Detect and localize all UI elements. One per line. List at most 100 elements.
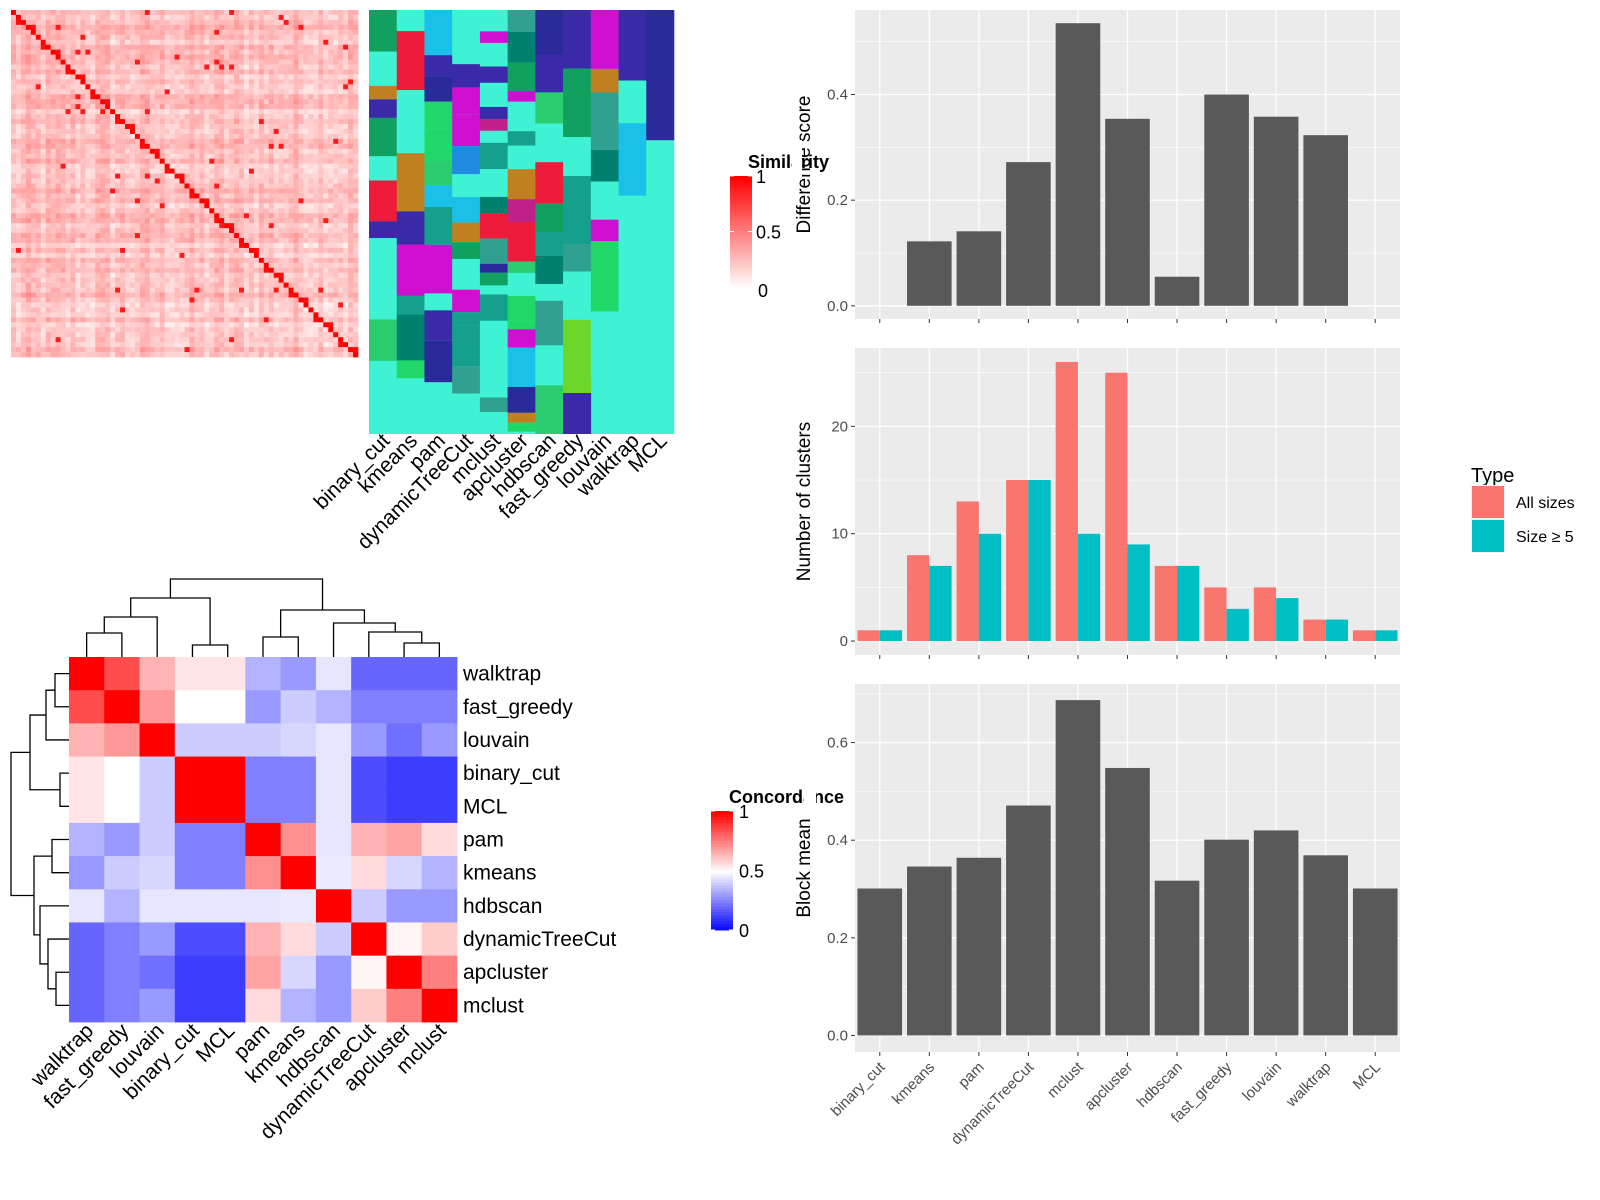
similarity-cell xyxy=(80,19,86,26)
similarity-cell xyxy=(149,322,156,328)
similarity-cell xyxy=(144,257,151,264)
similarity-cell xyxy=(333,99,339,105)
similarity-cell xyxy=(100,312,106,318)
similarity-cell xyxy=(318,14,324,21)
similarity-cell xyxy=(174,287,180,293)
similarity-cell xyxy=(120,163,126,170)
similarity-cell xyxy=(243,272,250,279)
similarity-cell xyxy=(105,247,111,254)
similarity-cell xyxy=(50,44,57,51)
similarity-cell xyxy=(35,267,42,274)
similarity-cell xyxy=(328,69,334,75)
similarity-cell xyxy=(50,342,57,348)
similarity-cell xyxy=(224,64,230,70)
similarity-cell xyxy=(184,178,190,184)
similarity-cell xyxy=(90,114,96,120)
similarity-cell xyxy=(164,233,171,239)
similarity-cell xyxy=(229,138,235,145)
similarity-cell xyxy=(293,64,299,70)
similarity-cell xyxy=(100,247,106,254)
similarity-cell xyxy=(214,79,220,85)
similarity-cell xyxy=(343,94,349,100)
similarity-cell xyxy=(80,332,86,338)
similarity-cell xyxy=(229,10,235,16)
similarity-cell xyxy=(348,287,354,293)
similarity-cell xyxy=(105,337,111,343)
similarity-cell xyxy=(204,119,210,125)
similarity-cell xyxy=(125,198,131,204)
similarity-cell xyxy=(209,104,215,110)
similarity-cell xyxy=(353,337,359,343)
similarity-cell xyxy=(318,223,324,229)
similarity-cell xyxy=(189,203,195,209)
similarity-cell xyxy=(80,29,86,36)
similarity-cell xyxy=(189,163,195,170)
similarity-cell xyxy=(273,297,280,303)
similarity-cell xyxy=(139,252,146,259)
similarity-cell xyxy=(85,272,91,279)
similarity-cell xyxy=(328,203,334,209)
similarity-cell xyxy=(120,104,126,110)
similarity-cell xyxy=(11,238,17,244)
similarity-cell xyxy=(348,163,354,170)
similarity-cell xyxy=(85,322,91,328)
similarity-cell xyxy=(65,69,71,75)
similarity-cell xyxy=(20,64,27,70)
similarity-cell xyxy=(263,10,270,16)
similarity-cell xyxy=(318,128,324,135)
similarity-cell xyxy=(184,114,190,120)
similarity-cell xyxy=(125,252,131,259)
similarity-cell xyxy=(298,158,304,165)
similarity-cell xyxy=(80,337,86,343)
similarity-cell xyxy=(253,218,260,224)
similarity-cell xyxy=(95,297,101,303)
similarity-cell xyxy=(100,74,106,80)
similarity-cell xyxy=(15,247,22,254)
similarity-cell xyxy=(303,114,309,120)
similarity-cell xyxy=(293,292,299,298)
similarity-cell xyxy=(65,119,71,125)
similarity-cell xyxy=(258,292,265,298)
similarity-cell xyxy=(283,99,289,105)
similarity-cell xyxy=(85,178,91,184)
similarity-cell xyxy=(313,312,319,318)
similarity-cell xyxy=(125,143,131,150)
similarity-cell xyxy=(308,168,314,174)
similarity-cell xyxy=(20,282,27,288)
similarity-cell xyxy=(239,178,245,184)
similarity-cell xyxy=(338,203,344,209)
similarity-cell xyxy=(159,14,166,21)
similarity-cell xyxy=(95,109,101,115)
similarity-cell xyxy=(134,54,141,60)
similarity-cell xyxy=(293,163,299,170)
similarity-cell xyxy=(100,317,106,323)
similarity-cell xyxy=(194,267,200,274)
similarity-cell xyxy=(120,148,126,155)
similarity-cell xyxy=(115,89,121,95)
similarity-cell xyxy=(95,158,101,165)
similarity-cell xyxy=(25,10,32,16)
similarity-cell xyxy=(313,208,319,214)
similarity-cell xyxy=(55,233,61,239)
similarity-cell xyxy=(154,153,161,160)
similarity-cell xyxy=(268,54,275,60)
similarity-cell xyxy=(184,168,190,174)
similarity-cell xyxy=(204,64,210,70)
similarity-cell xyxy=(229,153,235,160)
similarity-cell xyxy=(120,267,126,274)
similarity-cell xyxy=(273,59,280,65)
similarity-cell xyxy=(219,208,225,214)
similarity-cell xyxy=(30,242,37,249)
similarity-cell xyxy=(194,272,200,279)
similarity-cell xyxy=(134,262,141,269)
similarity-cell xyxy=(209,242,215,249)
similarity-cell xyxy=(139,133,146,140)
similarity-cell xyxy=(35,238,42,244)
similarity-cell xyxy=(343,10,349,16)
similarity-cell xyxy=(199,312,205,318)
similarity-cell xyxy=(25,257,32,264)
similarity-cell xyxy=(278,233,285,239)
similarity-cell xyxy=(11,228,17,234)
similarity-cell xyxy=(288,347,294,353)
similarity-cell xyxy=(149,158,156,165)
